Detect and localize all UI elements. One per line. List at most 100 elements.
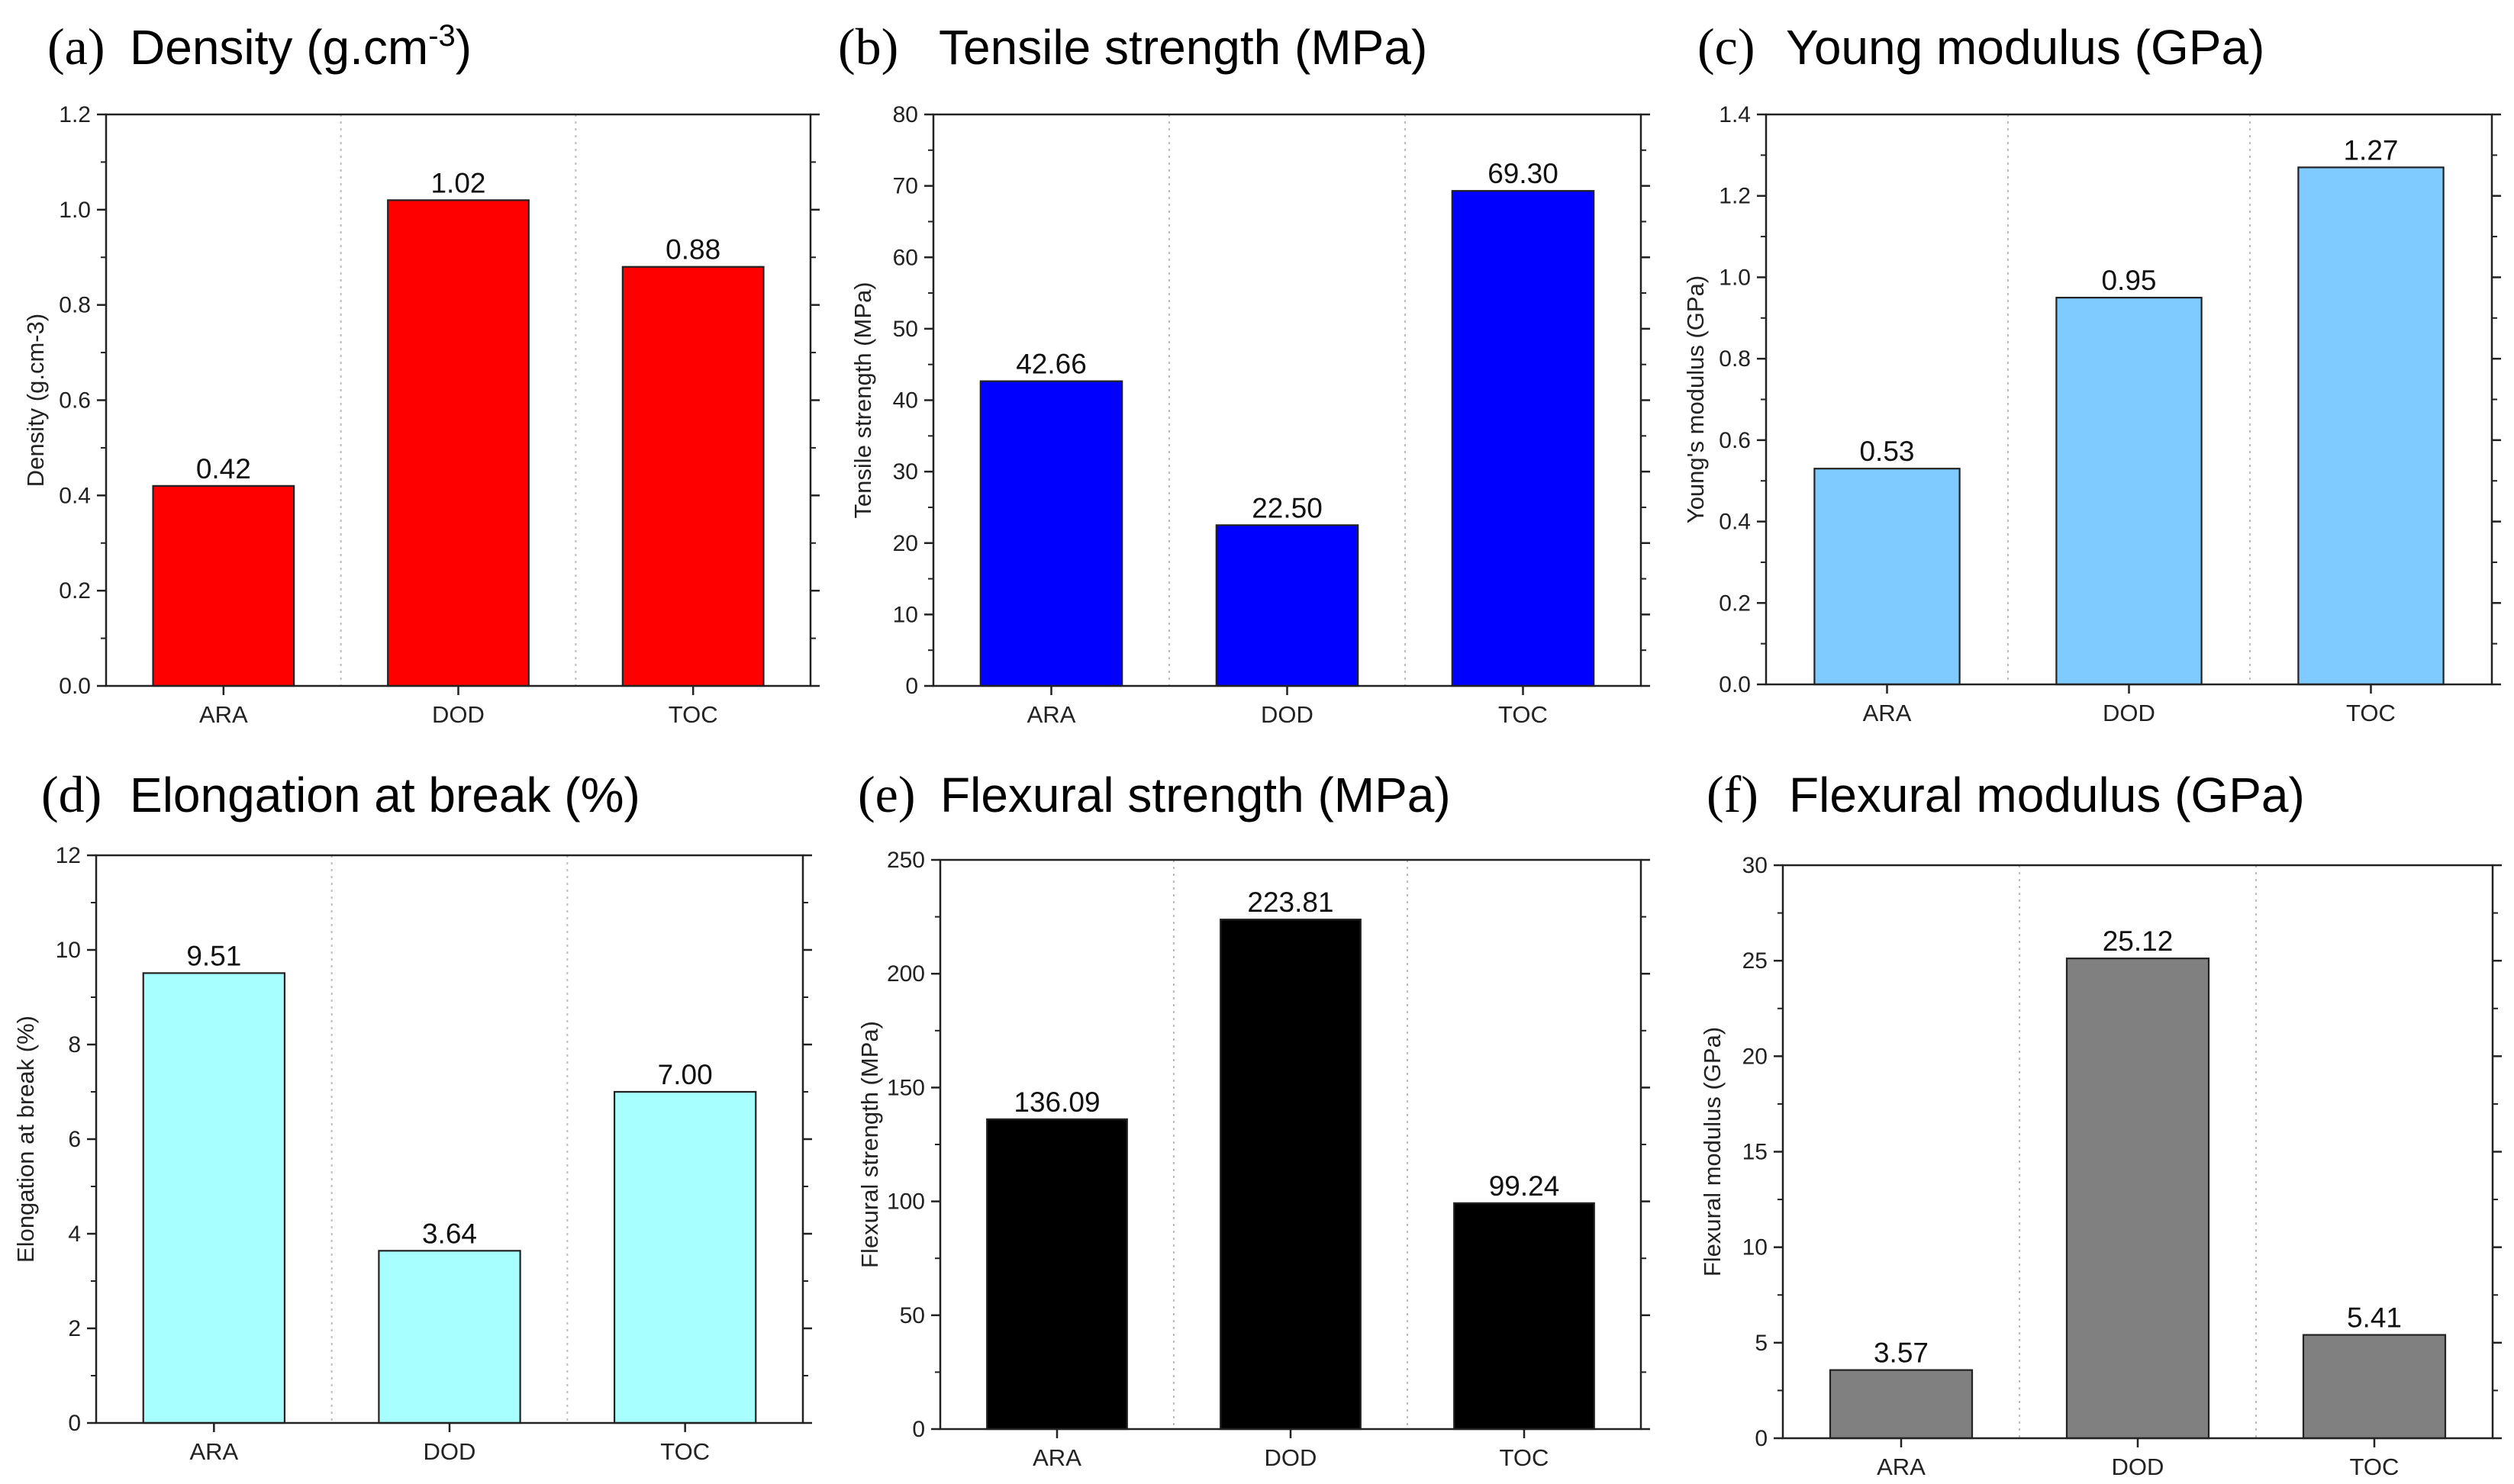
x-tick-label-ara: ARA — [1027, 701, 1076, 728]
data-label-dod: 22.50 — [1252, 492, 1323, 523]
y-tick-label: 0.2 — [1719, 591, 1751, 616]
chart-title: Density (g.cm-3) — [130, 19, 472, 75]
chart-svg: (f) Flexural modulus (GPa) 3.57 25.12 5.41 0 5… — [1699, 765, 2502, 1480]
x-tick-label-toc: TOC — [669, 701, 718, 728]
x-tick-label-dod: DOD — [1261, 701, 1313, 728]
chart-svg: (d) Elongation at break (%) 9.51 3.64 7.00 0 2… — [12, 765, 812, 1465]
panel-letter: (a) — [47, 18, 105, 76]
y-tick-label: 30 — [893, 459, 918, 484]
bar-ara — [1829, 1369, 1974, 1440]
y-tick-label: 6 — [68, 1127, 81, 1152]
y-tick-label: 0 — [912, 1417, 925, 1442]
bar-dod — [1220, 919, 1362, 1431]
y-tick-label: 4 — [68, 1222, 81, 1247]
y-tick-label: 0.6 — [59, 388, 91, 414]
chart-title: Flexural strength (MPa) — [940, 768, 1451, 822]
y-tick-label: 5 — [1755, 1331, 1768, 1356]
x-tick-label-ara: ARA — [1863, 700, 1912, 726]
y-tick-label: 0.2 — [59, 578, 91, 604]
panel-letter: (f) — [1707, 765, 1758, 823]
data-label-toc: 99.24 — [1489, 1170, 1560, 1202]
data-label-dod: 25.12 — [2103, 925, 2174, 957]
y-tick-label: 0.8 — [59, 293, 91, 318]
y-tick-label: 0.0 — [59, 674, 91, 699]
data-label-dod: 3.64 — [422, 1218, 477, 1249]
bar-toc — [1451, 190, 1595, 687]
chart-title: Flexural modulus (GPa) — [1789, 768, 2305, 822]
y-tick-label: 1.4 — [1719, 102, 1751, 127]
bar-dod — [378, 1250, 521, 1424]
y-tick-label: 30 — [1742, 853, 1768, 878]
chart-title: Young modulus (GPa) — [1786, 20, 2264, 75]
bar-dod — [387, 199, 530, 687]
panel-c-young-modulus: (c) Young modulus (GPa) 0.53 0.95 1.27 0.0 0.2… — [1676, 0, 2514, 742]
y-tick-label: 60 — [893, 245, 918, 270]
x-tick-label-toc: TOC — [1498, 701, 1548, 728]
bar-toc — [613, 1090, 757, 1424]
bar-ara — [142, 972, 286, 1424]
x-tick-label-ara: ARA — [189, 1438, 238, 1465]
panel-e-flexural-strength: (e) Flexural strength (MPa) 136.09 223.81 99… — [838, 742, 1676, 1484]
y-tick-label: 15 — [1742, 1140, 1768, 1165]
y-tick-label: 70 — [893, 174, 918, 199]
chart-svg: (b) Tensile strength (MPa) 42.66 22.50 69.30… — [838, 18, 1650, 728]
y-tick-label: 25 — [1742, 948, 1768, 974]
chart-svg: (a) Density (g.cm-3) 0.42 1.02 0.88 0.0 0.2 0.4… — [22, 18, 820, 728]
y-tick-label: 0.0 — [1719, 672, 1751, 697]
x-tick-label-dod: DOD — [2103, 700, 2155, 726]
y-axis-label: Young's modulus (GPa) — [1682, 275, 1709, 523]
y-tick-label: 1.2 — [1719, 184, 1751, 209]
panel-letter: (e) — [858, 765, 915, 823]
x-tick-label-ara: ARA — [199, 701, 248, 728]
bar-ara — [152, 484, 295, 687]
panel-letter: (d) — [41, 765, 102, 823]
x-tick-label-toc: TOC — [660, 1438, 710, 1465]
chart-title: Elongation at break (%) — [130, 768, 640, 822]
bar-ara — [1813, 468, 1961, 686]
data-label-ara: 9.51 — [186, 940, 241, 971]
y-tick-label: 0.6 — [1719, 428, 1751, 453]
y-tick-label: 1.0 — [59, 198, 91, 223]
data-label-ara: 3.57 — [1874, 1338, 1929, 1369]
data-label-dod: 0.95 — [2101, 265, 2156, 296]
y-tick-label: 50 — [893, 317, 918, 342]
y-tick-label: 10 — [56, 938, 81, 963]
chart-svg: (c) Young modulus (GPa) 0.53 0.95 1.27 0.0 0.2… — [1682, 18, 2501, 726]
bar-dod — [1215, 524, 1359, 687]
y-axis-label: Elongation at break (%) — [12, 1016, 39, 1263]
x-tick-label-dod: DOD — [1265, 1444, 1317, 1471]
y-tick-label: 1.2 — [59, 102, 91, 127]
panel-a-density: (a) Density (g.cm-3) 0.42 1.02 0.88 0.0 0.2 0.4… — [0, 0, 838, 742]
y-axis-label: Flexural strength (MPa) — [856, 1021, 883, 1268]
bar-dod — [2055, 297, 2203, 686]
panel-b-tensile-strength: (b) Tensile strength (MPa) 42.66 22.50 69.30… — [838, 0, 1676, 742]
x-tick-label-ara: ARA — [1877, 1453, 1926, 1480]
y-tick-label: 0.4 — [1719, 510, 1751, 535]
x-tick-label-dod: DOD — [2112, 1453, 2164, 1480]
y-tick-label: 0.4 — [59, 483, 91, 508]
data-label-ara: 42.66 — [1016, 349, 1087, 380]
y-tick-label: 80 — [893, 102, 918, 127]
y-tick-label: 0 — [68, 1411, 81, 1436]
y-tick-label: 0 — [1755, 1426, 1768, 1451]
panel-letter: (b) — [838, 18, 898, 76]
chart-svg: (e) Flexural strength (MPa) 136.09 223.81 99… — [856, 765, 1650, 1471]
data-label-ara: 0.42 — [196, 453, 251, 484]
y-tick-label: 2 — [68, 1316, 81, 1341]
y-tick-label: 100 — [887, 1189, 925, 1215]
data-label-toc: 1.27 — [2343, 134, 2398, 166]
y-tick-label: 10 — [1742, 1235, 1768, 1260]
y-tick-label: 50 — [900, 1303, 925, 1328]
y-axis-label: Tensile strength (MPa) — [849, 282, 876, 518]
x-tick-label-toc: TOC — [2350, 1453, 2400, 1480]
panel-f-flexural-modulus: (f) Flexural modulus (GPa) 3.57 25.12 5.41 0 5… — [1676, 742, 2514, 1484]
y-tick-label: 200 — [887, 961, 925, 987]
y-tick-label: 12 — [56, 843, 81, 868]
x-tick-label-toc: TOC — [1500, 1444, 1549, 1471]
y-tick-label: 10 — [893, 602, 918, 627]
y-tick-label: 40 — [893, 388, 918, 414]
y-tick-label: 250 — [887, 848, 925, 873]
chart-title: Tensile strength (MPa) — [939, 20, 1427, 75]
bar-toc — [621, 266, 765, 687]
